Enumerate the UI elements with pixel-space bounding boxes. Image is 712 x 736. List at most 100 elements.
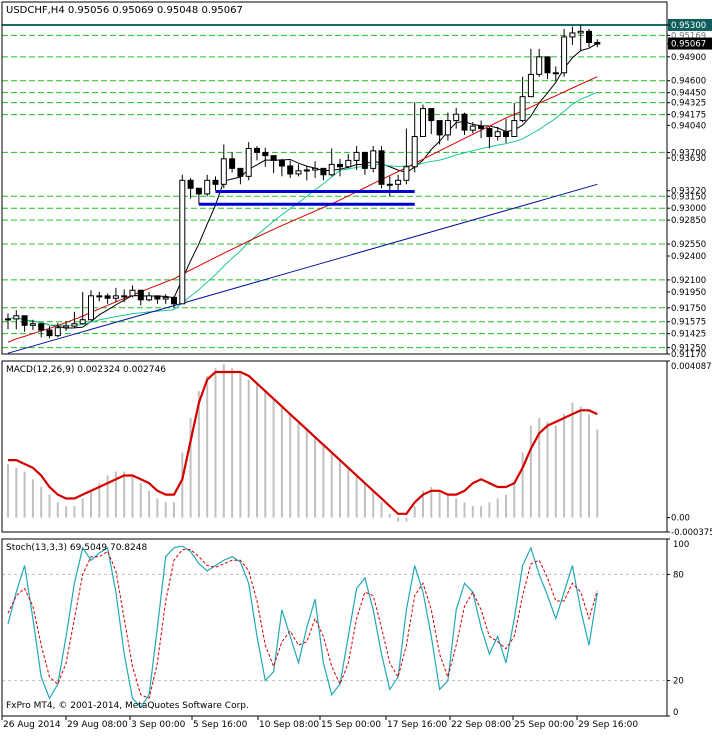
candle-body bbox=[403, 166, 410, 181]
stoch-tick-label: 0 bbox=[673, 708, 678, 718]
candle-body bbox=[129, 289, 136, 297]
candle-body bbox=[503, 131, 509, 138]
candle-body bbox=[5, 318, 11, 321]
macd-tick-label: 0.00 bbox=[671, 514, 690, 524]
x-tick-label: 3 Sep 00:00 bbox=[131, 720, 186, 730]
candle-body bbox=[38, 323, 45, 331]
price-tick-label: 0.95169 bbox=[671, 31, 706, 41]
candle-body bbox=[552, 72, 559, 75]
price-tick-label: 0.93150 bbox=[671, 192, 706, 202]
candle-body bbox=[536, 56, 543, 75]
candle-body bbox=[361, 151, 368, 169]
candle-body bbox=[245, 147, 252, 177]
candle-body bbox=[295, 170, 302, 175]
candle-body bbox=[112, 295, 119, 299]
price-tick-label: 0.94325 bbox=[671, 99, 706, 109]
copyright-footer: FxPro MT4, © 2001-2014, MetaQuotes Softw… bbox=[6, 701, 249, 711]
x-tick-label: 25 Sep 00:00 bbox=[514, 720, 574, 730]
candle-body bbox=[71, 323, 78, 327]
candle-body bbox=[63, 325, 70, 329]
x-tick-label: 10 Sep 08:00 bbox=[259, 720, 319, 730]
stoch-tick-label: 100 bbox=[673, 540, 689, 550]
candle-body bbox=[187, 179, 194, 189]
stoch-signal-line bbox=[7, 549, 598, 699]
candle-body bbox=[179, 179, 186, 305]
macd-title: MACD(12,26,9) 0.002324 0.002746 bbox=[6, 365, 166, 375]
stoch-tick-label: 20 bbox=[673, 677, 684, 687]
candle-body bbox=[154, 295, 161, 300]
candle-body bbox=[469, 125, 476, 131]
candle-body bbox=[121, 295, 128, 298]
price-tick-label: 0.92550 bbox=[671, 240, 706, 250]
x-tick-label: 29 Sep 16:00 bbox=[578, 720, 638, 730]
price-tick-label: 0.91170 bbox=[671, 350, 706, 360]
price-tick-label: 0.93630 bbox=[671, 154, 706, 164]
candle-body bbox=[270, 155, 277, 161]
macd-pane-frame bbox=[1, 360, 668, 533]
candle-body bbox=[229, 158, 236, 169]
candle-body bbox=[212, 179, 219, 185]
price-tick-label: 0.93220 bbox=[671, 187, 706, 197]
candle-body bbox=[262, 151, 269, 157]
candle-body bbox=[353, 151, 360, 161]
candle-body bbox=[395, 179, 402, 185]
candle-body bbox=[527, 73, 534, 98]
price-tick-label: 0.91250 bbox=[671, 344, 706, 354]
x-tick-label: 29 Aug 08:00 bbox=[67, 720, 128, 730]
price-tick-label: 0.94450 bbox=[671, 89, 706, 99]
price-tick-label: 0.91750 bbox=[671, 304, 706, 314]
price-tick-label: 0.94175 bbox=[671, 111, 706, 121]
candle-body bbox=[254, 147, 260, 153]
candle-body bbox=[428, 108, 435, 122]
candle-body bbox=[494, 131, 501, 138]
candle-body bbox=[420, 108, 426, 138]
ma-teal-line bbox=[7, 91, 598, 326]
candle-body bbox=[171, 296, 177, 305]
candle-body bbox=[312, 167, 319, 171]
candle-body bbox=[237, 167, 244, 177]
stoch-pane-frame bbox=[1, 538, 668, 717]
price-tick-label: 0.95300 bbox=[671, 21, 706, 31]
price-tick-label: 0.94600 bbox=[671, 77, 706, 87]
candle-body bbox=[453, 113, 460, 122]
candle-body bbox=[21, 315, 28, 326]
candle-body bbox=[561, 36, 568, 74]
price-chart-title: USDCHF,H4 0.95056 0.95069 0.95048 0.9506… bbox=[6, 5, 243, 16]
candle-body bbox=[478, 125, 485, 130]
candle-body bbox=[577, 30, 584, 34]
candle-body bbox=[544, 56, 551, 74]
candle-body bbox=[204, 179, 211, 195]
candle-body bbox=[88, 295, 94, 321]
ma-blue-line bbox=[7, 183, 598, 354]
candle-body bbox=[220, 158, 227, 185]
ma-red-line bbox=[7, 76, 598, 343]
price-tick-label: 0.92100 bbox=[671, 276, 706, 286]
candle-body bbox=[486, 128, 493, 138]
price-tick-label: 0.94040 bbox=[671, 121, 706, 131]
candle-body bbox=[461, 113, 468, 131]
candle-body bbox=[519, 96, 526, 122]
stoch-tick-label: 80 bbox=[673, 570, 684, 580]
candle-body bbox=[378, 150, 385, 185]
candle-body bbox=[320, 167, 327, 176]
stoch-main-line bbox=[7, 545, 598, 709]
candle-body bbox=[370, 150, 377, 169]
x-tick-label: 26 Aug 2014 bbox=[3, 720, 61, 730]
candle-body bbox=[146, 295, 153, 301]
macd-signal-line bbox=[8, 370, 598, 515]
price-tick-label: 0.91425 bbox=[671, 330, 706, 340]
level-price-tag bbox=[668, 18, 712, 31]
candle-body bbox=[104, 295, 111, 299]
candle-body bbox=[54, 327, 61, 337]
price-tick-label: 0.91950 bbox=[671, 288, 706, 298]
candle-body bbox=[162, 296, 169, 300]
price-tick-label: 0.94900 bbox=[671, 53, 706, 63]
price-pane-frame bbox=[1, 1, 668, 355]
x-tick-label: 17 Sep 16:00 bbox=[387, 720, 447, 730]
candle-body bbox=[569, 32, 576, 38]
macd-tick-label: -0.000375 bbox=[671, 528, 712, 538]
x-tick-label: 22 Sep 08:00 bbox=[451, 720, 511, 730]
price-tick-label: 0.91575 bbox=[671, 318, 706, 328]
macd-tick-label: 0.004087 bbox=[671, 362, 712, 372]
